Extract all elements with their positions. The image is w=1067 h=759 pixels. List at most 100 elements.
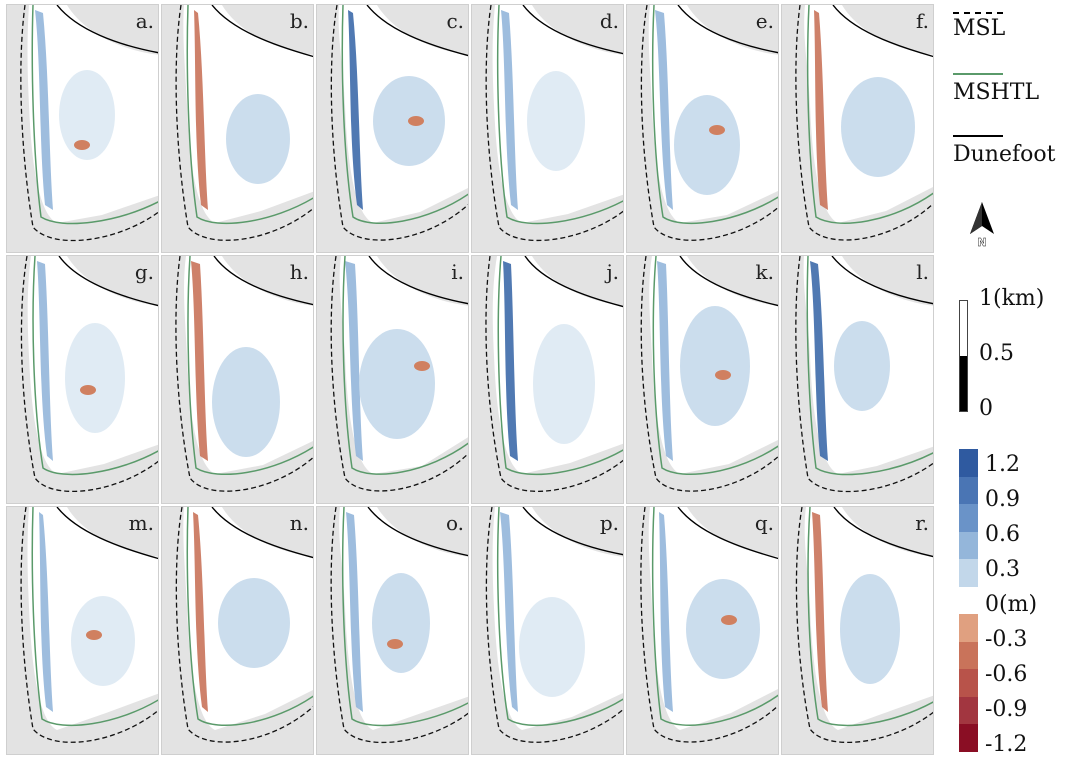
accretion-area [674, 95, 740, 195]
map-panel-p: p. [471, 506, 624, 755]
panel-grid: a. b. c. d. e. f. g. h. i. j. k. l. m. n. o. p. q. r. [6, 4, 934, 757]
map-panel-a: a. [6, 4, 159, 253]
shoreline-change-band [500, 512, 518, 712]
map-panel-q: q. [626, 506, 779, 755]
map-panel-n: n. [161, 506, 314, 755]
map-panel-i: i. [316, 255, 469, 504]
accretion-area [59, 70, 115, 160]
accretion-area [841, 77, 915, 177]
shoreline-change-band [37, 261, 53, 461]
shoreline-change-band [345, 261, 363, 461]
shoreline-change-band [39, 512, 53, 712]
shoreline-change-band [655, 10, 673, 210]
colorbar-swatch [959, 586, 978, 615]
panel-label: b. [289, 9, 309, 33]
mshtl-line-swatch [953, 73, 1003, 75]
map-panel-o: o. [316, 506, 469, 755]
msl-label: MSL [953, 16, 1006, 41]
erosion-area [387, 639, 403, 649]
panel-label: k. [755, 260, 774, 284]
mshtl-line [496, 5, 623, 225]
shoreline-change-band [810, 261, 828, 461]
panel-label: h. [289, 260, 309, 284]
colorbar-tick: -0.9 [985, 697, 1028, 722]
accretion-area [212, 347, 280, 457]
mshtl-line [652, 256, 778, 476]
shoreline-change-band [503, 261, 518, 461]
mshtl-line [806, 5, 933, 224]
colorbar-tick: -1.2 [985, 732, 1028, 757]
scale-bar [959, 300, 968, 412]
msl-line [640, 256, 778, 492]
mshtl-line [186, 507, 313, 726]
mshtl-line [806, 256, 933, 476]
msl-line [485, 256, 623, 492]
mshtl-line [186, 5, 313, 225]
colorbar-tick: 0.3 [985, 557, 1020, 582]
panel-label: a. [135, 9, 154, 33]
mshtl-line [497, 256, 623, 476]
shoreline-change-band [501, 10, 518, 210]
colorbar-swatch [959, 531, 978, 560]
dunefoot-line [832, 5, 933, 58]
scale-tick-bottom: 0 [979, 396, 993, 421]
shoreline-change-band [659, 512, 673, 712]
msl-line [20, 507, 158, 743]
map-panel-j: j. [471, 255, 624, 504]
shoreline-change-band [191, 261, 208, 461]
panel-label: d. [599, 9, 619, 33]
erosion-area [715, 370, 731, 380]
msl-line-swatch [953, 12, 1003, 14]
dunefoot-label: Dunefoot [953, 142, 1056, 167]
dunefoot-line [58, 256, 158, 307]
mshtl-line [341, 5, 468, 224]
colorbar-tick: 0.6 [985, 522, 1020, 547]
north-label: N [977, 236, 986, 249]
colorbar-swatch [959, 449, 978, 478]
dunefoot-line [677, 5, 778, 54]
mshtl-line [341, 507, 468, 727]
north-arrow-icon: N [967, 200, 997, 254]
map-panel-g: g. [6, 255, 159, 504]
map-panel-d: d. [471, 4, 624, 253]
msl-line [640, 507, 778, 743]
msl-line [640, 5, 778, 241]
colorbar-swatch [959, 724, 978, 753]
map-panel-m: m. [6, 506, 159, 755]
accretion-area [519, 597, 585, 697]
msl-line [330, 507, 468, 744]
dunefoot-line [211, 5, 313, 58]
mshtl-line [31, 507, 158, 727]
accretion-area [840, 574, 900, 684]
dunefoot-line [522, 5, 623, 55]
accretion-area [527, 71, 585, 171]
msl-line [330, 256, 468, 492]
mshtl-line [807, 507, 933, 727]
erosion-area [408, 116, 424, 126]
panel-label: q. [754, 511, 774, 535]
colorbar-tick: 0(m) [985, 592, 1038, 617]
map-panel-r: r. [781, 506, 934, 755]
accretion-area [218, 578, 290, 668]
accretion-area [834, 321, 890, 411]
map-panel-b: b. [161, 4, 314, 253]
erosion-area [74, 140, 90, 150]
accretion-area [65, 323, 125, 433]
panel-label: m. [128, 511, 154, 535]
accretion-area [71, 596, 135, 686]
panel-label: e. [755, 9, 774, 33]
msl-line [485, 507, 623, 743]
map-panel-e: e. [626, 4, 779, 253]
erosion-area [80, 385, 96, 395]
scale-tick-top: 1(km) [979, 286, 1045, 311]
colorbar-swatch [959, 504, 978, 533]
colorbar-swatch [959, 476, 978, 505]
panel-label: g. [134, 260, 154, 284]
panel-label: r. [915, 511, 929, 535]
erosion-area [721, 615, 737, 625]
panel-label: f. [915, 9, 929, 33]
dunefoot-line [56, 507, 158, 560]
panel-label: o. [445, 511, 464, 535]
msl-line [330, 5, 468, 241]
dunefoot-line [211, 507, 313, 559]
